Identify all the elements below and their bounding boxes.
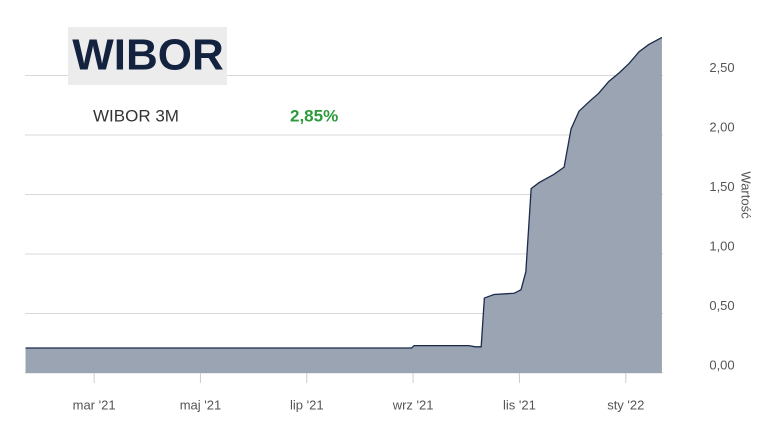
y-tick-label: 1,00 [709, 238, 734, 253]
y-tick-label: 0,50 [709, 298, 734, 313]
y-tick-label: 2,00 [709, 119, 734, 134]
y-tick-label: 2,50 [709, 60, 734, 75]
quote-value: 2,85% [290, 106, 338, 125]
x-tick-label: lis '21 [503, 397, 536, 412]
x-tick-label: mar '21 [73, 397, 116, 412]
plot [25, 36, 663, 374]
x-tick-label: wrz '21 [392, 397, 434, 412]
logo: WIBOR [72, 31, 224, 80]
line [25, 36, 663, 349]
x-tick-label: maj '21 [180, 397, 222, 412]
y-axis-title: Wartość [739, 171, 754, 219]
x-tick-label: lip '21 [290, 397, 324, 412]
logo-box [68, 27, 227, 85]
quote-box [82, 100, 344, 134]
x-tick-label: sty '22 [607, 397, 644, 412]
quote-name: WIBOR 3M [93, 106, 179, 125]
y-tick-label: 0,00 [709, 357, 734, 372]
y-tick-label: 1,50 [709, 179, 734, 194]
area [25, 37, 662, 374]
